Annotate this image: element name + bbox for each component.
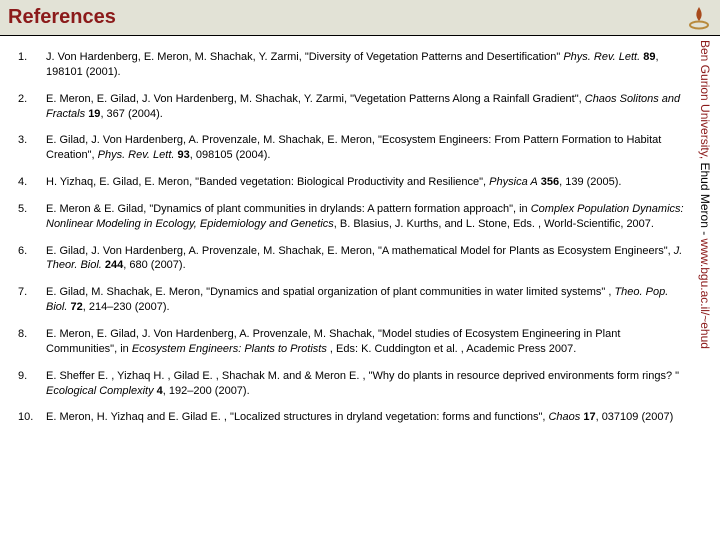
reference-item: 4.H. Yizhaq, E. Gilad, E. Meron, "Banded… <box>18 175 686 190</box>
sidebar-url: www.bgu.ac.il/~ehud <box>698 239 712 349</box>
reference-item: 6.E. Gilad, J. Von Hardenberg, A. Proven… <box>18 244 686 274</box>
reference-text: E. Gilad, J. Von Hardenberg, A. Provenza… <box>46 133 686 163</box>
reference-text: E. Meron & E. Gilad, "Dynamics of plant … <box>46 202 686 232</box>
reference-text: E. Meron, E. Gilad, J. Von Hardenberg, M… <box>46 92 686 122</box>
reference-item: 2.E. Meron, E. Gilad, J. Von Hardenberg,… <box>18 92 686 122</box>
sidebar-university: Ben Gurion University, <box>698 40 712 163</box>
reference-text: E. Meron, H. Yizhaq and E. Gilad E. , "L… <box>46 410 686 425</box>
page-title: References <box>8 6 116 29</box>
reference-number: 2. <box>18 92 46 122</box>
reference-number: 6. <box>18 244 46 274</box>
header: References <box>0 0 720 36</box>
reference-item: 9.E. Sheffer E. , Yizhaq H. , Gilad E. ,… <box>18 369 686 399</box>
reference-text: E. Gilad, M. Shachak, E. Meron, "Dynamic… <box>46 285 686 315</box>
reference-number: 8. <box>18 327 46 357</box>
logo-icon <box>686 5 712 31</box>
reference-item: 5.E. Meron & E. Gilad, "Dynamics of plan… <box>18 202 686 232</box>
reference-item: 3.E. Gilad, J. Von Hardenberg, A. Proven… <box>18 133 686 163</box>
reference-number: 3. <box>18 133 46 163</box>
reference-number: 4. <box>18 175 46 190</box>
reference-number: 10. <box>18 410 46 425</box>
reference-text: E. Gilad, J. Von Hardenberg, A. Provenza… <box>46 244 686 274</box>
reference-number: 1. <box>18 50 46 80</box>
reference-text: E. Sheffer E. , Yizhaq H. , Gilad E. , S… <box>46 369 686 399</box>
sidebar-author: Ehud Meron - <box>698 163 712 239</box>
reference-number: 7. <box>18 285 46 315</box>
reference-item: 8.E. Meron, E. Gilad, J. Von Hardenberg,… <box>18 327 686 357</box>
reference-item: 10.E. Meron, H. Yizhaq and E. Gilad E. ,… <box>18 410 686 425</box>
reference-text: J. Von Hardenberg, E. Meron, M. Shachak,… <box>46 50 686 80</box>
reference-item: 1.J. Von Hardenberg, E. Meron, M. Shacha… <box>18 50 686 80</box>
sidebar-credit: Ben Gurion University, Ehud Meron - www.… <box>694 40 716 530</box>
reference-number: 5. <box>18 202 46 232</box>
references-list: 1.J. Von Hardenberg, E. Meron, M. Shacha… <box>0 36 720 445</box>
reference-text: E. Meron, E. Gilad, J. Von Hardenberg, A… <box>46 327 686 357</box>
reference-number: 9. <box>18 369 46 399</box>
reference-text: H. Yizhaq, E. Gilad, E. Meron, "Banded v… <box>46 175 686 190</box>
reference-item: 7.E. Gilad, M. Shachak, E. Meron, "Dynam… <box>18 285 686 315</box>
